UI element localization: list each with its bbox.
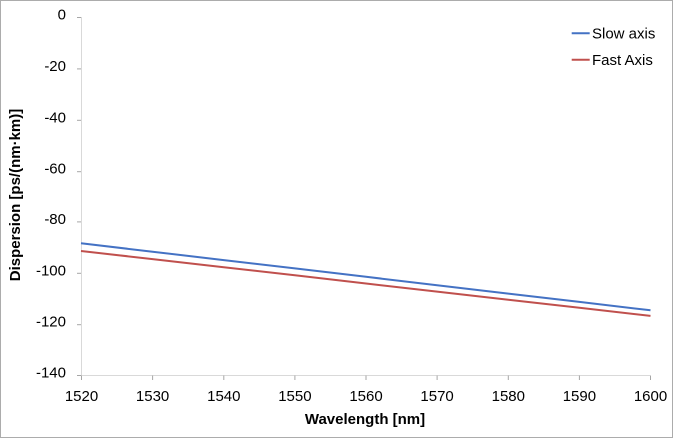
- svg-text:Slow axis: Slow axis: [592, 26, 655, 43]
- svg-text:-140: -140: [36, 365, 66, 382]
- svg-text:-20: -20: [44, 58, 66, 75]
- svg-text:1530: 1530: [136, 388, 169, 405]
- svg-text:0: 0: [58, 7, 66, 24]
- svg-text:-40: -40: [44, 109, 66, 126]
- svg-text:1570: 1570: [420, 388, 453, 405]
- svg-text:Fast Axis: Fast Axis: [592, 52, 653, 69]
- svg-text:-60: -60: [44, 161, 66, 178]
- svg-text:1520: 1520: [65, 388, 98, 405]
- svg-text:-120: -120: [36, 314, 66, 331]
- svg-text:-80: -80: [44, 211, 66, 228]
- svg-text:1600: 1600: [634, 388, 667, 405]
- svg-text:1580: 1580: [492, 388, 525, 405]
- svg-text:1590: 1590: [563, 388, 596, 405]
- svg-text:-100: -100: [36, 262, 66, 279]
- svg-text:1540: 1540: [207, 388, 240, 405]
- svg-text:1560: 1560: [349, 388, 382, 405]
- svg-text:Wavelength [nm]: Wavelength [nm]: [305, 411, 425, 428]
- svg-text:1550: 1550: [278, 388, 311, 405]
